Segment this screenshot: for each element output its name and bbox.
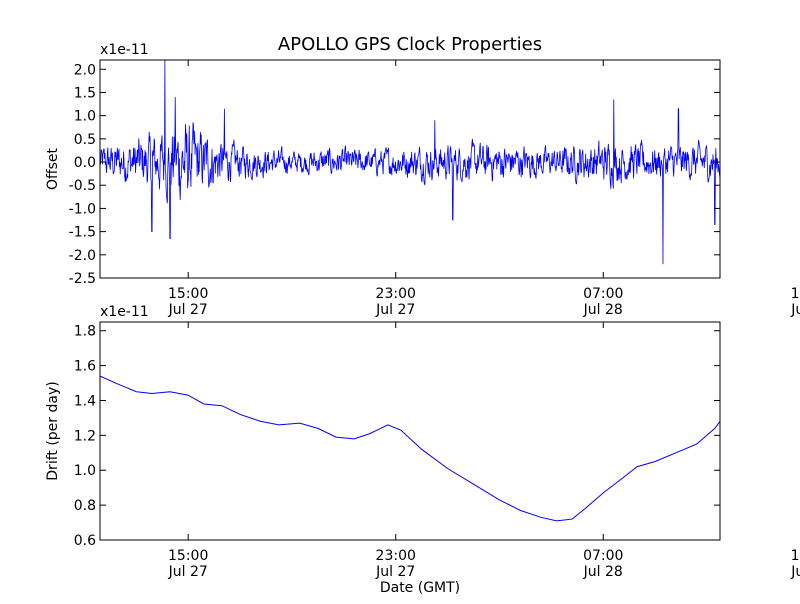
y-tick-label: 1.0 [74, 109, 96, 125]
x-tick-label-date: Jul 28 [790, 564, 800, 580]
y-tick-label: -1.5 [69, 225, 96, 241]
y-tick-label: -1.0 [69, 201, 96, 217]
x-tick-label-date: Jul 28 [583, 564, 623, 580]
y-tick-label: 0.5 [74, 132, 96, 148]
y-axis-label: Offset [45, 147, 61, 190]
x-tick-label-time: 07:00 [583, 286, 623, 302]
x-tick-label-time: 23:00 [376, 286, 416, 302]
y-tick-label: -0.5 [69, 178, 96, 194]
x-tick-label-time: 07:00 [583, 548, 623, 564]
x-axis-label: Date (GMT) [380, 580, 460, 596]
x-tick-label-date: Jul 27 [168, 564, 208, 580]
x-tick-label-time: 15:00 [791, 286, 800, 302]
y-tick-label: 0.6 [74, 533, 96, 549]
y-tick-label: 1.8 [74, 324, 96, 340]
y-axis-label: Drift (per day) [45, 381, 61, 480]
y-tick-label: 1.5 [74, 85, 96, 101]
axes-frame [99, 59, 721, 279]
y-tick-label: 1.2 [74, 428, 96, 444]
y-scale-note: x1e-11 [100, 42, 149, 58]
x-tick-label-date: Jul 27 [168, 302, 208, 318]
x-tick-label-date: Jul 28 [583, 302, 623, 318]
y-tick-label: -2.0 [69, 248, 96, 264]
panels: -2.5 -2.0 -1.5 -1.0 -0.5 0.0 0.5 1.0 1.5 2.0 15:00… [45, 42, 800, 596]
y-scale-note: x1e-11 [100, 304, 149, 320]
series-line-1 [100, 60, 720, 265]
x-tick-label-time: 15:00 [791, 548, 800, 564]
y-tick-label: 1.4 [74, 393, 96, 409]
panel-1: -2.5 -2.0 -1.5 -1.0 -0.5 0.0 0.5 1.0 1.5 2.0 15:00… [45, 42, 800, 318]
y-tick-label: -2.5 [69, 271, 96, 287]
x-tick-label-time: 15:00 [168, 548, 208, 564]
y-tick-label: 2.0 [74, 62, 96, 78]
x-tick-label-date: Jul 27 [375, 564, 415, 580]
x-tick-label-time: 23:00 [376, 548, 416, 564]
y-tick-label: 1.6 [74, 359, 96, 375]
y-tick-label: 0.0 [74, 155, 96, 171]
chart-title: APOLLO GPS Clock Properties [278, 34, 542, 55]
series-line-2 [100, 375, 720, 522]
axes-frame [99, 321, 721, 541]
x-tick-label-date: Jul 27 [375, 302, 415, 318]
x-tick-label-time: 15:00 [168, 286, 208, 302]
x-tick-label-date: Jul 28 [790, 302, 800, 318]
y-tick-label: 0.8 [74, 498, 96, 514]
y-tick-label: 1.0 [74, 463, 96, 479]
